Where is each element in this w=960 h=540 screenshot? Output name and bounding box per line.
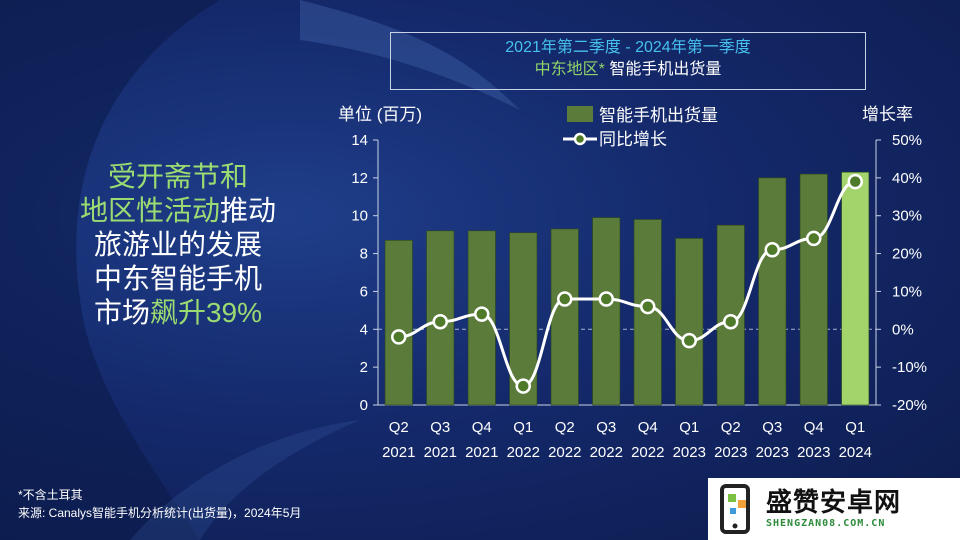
logo-text: 盛赞安卓网 (766, 487, 902, 517)
x-tick-label-quarter: Q4 (638, 419, 658, 436)
x-tick-label-quarter: Q2 (389, 419, 409, 436)
bar (550, 228, 579, 406)
legend-bar-label: 智能手机出货量 (599, 106, 718, 125)
bar (384, 240, 413, 406)
x-tick-label-year: 2021 (424, 444, 457, 461)
growth-point (640, 298, 656, 315)
legend: 智能手机出货量 同比增长 (563, 106, 718, 149)
growth-line (398, 180, 856, 388)
y-left-tick-label: 10 (351, 208, 368, 225)
headline-line-1: 受开斋节和 (107, 161, 248, 192)
headline-line-2: 地区性活动推动 (79, 195, 277, 226)
x-tick-label-year: 2023 (756, 444, 789, 461)
footnote-source: 来源: Canalys智能手机分析统计(出货量)，2024年5月 (18, 506, 302, 520)
y-right-tick-label: 10% (892, 283, 922, 300)
x-tick-label-year: 2022 (590, 444, 623, 461)
headline: 受开斋节和 地区性活动推动 旅游业的发展 中东智能手机 市场飙升39% (28, 160, 328, 330)
logo-url: SHENGZAN08.COM.CN (766, 518, 886, 529)
x-tick-label-year: 2021 (465, 444, 498, 461)
x-tick-label-quarter: Q1 (679, 419, 699, 436)
y-right-tick-label: 0% (892, 321, 914, 338)
y-left-tick-label: 8 (360, 246, 368, 263)
y-left-tick-label: 2 (360, 359, 368, 376)
legend-line-marker (573, 132, 587, 146)
x-tick-label-year: 2023 (797, 444, 830, 461)
bar (758, 177, 787, 406)
chart-title-region: 中东地区* (534, 61, 605, 78)
headline-line-3: 旅游业的发展 (93, 229, 262, 260)
site-logo[interactable]: 盛赞安卓网 SHENGZAN08.COM.CN (708, 478, 960, 540)
headline-line-5: 市场飙升39% (93, 297, 263, 328)
y-left-tick-label: 14 (351, 132, 368, 149)
footnote: *不含土耳其 来源: Canalys智能手机分析统计(出货量)，2024年5月 (18, 486, 301, 522)
x-tick-label-quarter: Q1 (513, 419, 533, 436)
x-tick-label-year: 2022 (548, 444, 581, 461)
x-tick-label-quarter: Q4 (804, 419, 824, 436)
chart-title-metric: 智能手机出货量 (604, 61, 722, 78)
phone-icon (720, 484, 750, 534)
bar (841, 171, 870, 406)
plot-area: 0 2 4 6 8 10 12 14 -20% -10% 0% 10% 20% 30% 40% 50% Q2 20… (351, 132, 927, 461)
growth-point (557, 291, 573, 307)
x-tick-label-year: 2022 (507, 444, 540, 461)
growth-point (847, 173, 863, 190)
y-right-tick-label: -10% (892, 359, 927, 376)
x-tick-label-quarter: Q3 (430, 419, 450, 436)
growth-point (681, 332, 697, 349)
bar (799, 173, 828, 406)
x-tick-label-quarter: Q3 (596, 419, 616, 436)
chart-title-period: 2021年第二季度 - 2024年第一季度 (505, 39, 751, 56)
x-tick-label-quarter: Q2 (555, 419, 575, 436)
x-tick-label-quarter: Q1 (845, 419, 865, 436)
growth-point (432, 313, 448, 330)
x-tick-label-year: 2023 (673, 444, 706, 461)
growth-point (474, 306, 490, 322)
y-right-tick-label: 50% (892, 132, 922, 149)
x-tick-label-year: 2021 (382, 444, 415, 461)
legend-bar-swatch (567, 106, 593, 122)
bar (592, 217, 621, 406)
y-left-tick-label: 12 (351, 170, 368, 187)
y-left-tick-label: 6 (360, 283, 368, 300)
x-tick-label-year: 2022 (631, 444, 664, 461)
y-right-tick-label: 30% (892, 208, 922, 225)
y-axis-right-label: 增长率 (862, 105, 913, 124)
growth-point (515, 378, 531, 394)
x-tick-label-quarter: Q2 (721, 419, 741, 436)
y-right-tick-label: -20% (892, 397, 927, 414)
chart-title-subject: 中东地区* 智能手机出货量 (391, 59, 865, 81)
chart-title-box: 2021年第二季度 - 2024年第一季度 中东地区* 智能手机出货量 (390, 32, 866, 90)
x-tick-label-year: 2024 (839, 444, 872, 461)
y-left-tick-label: 4 (360, 321, 368, 338)
legend-line-label: 同比增长 (599, 130, 667, 149)
growth-point (391, 329, 407, 345)
x-tick-label-quarter: Q4 (472, 419, 492, 436)
growth-point (764, 242, 780, 258)
bar (675, 238, 704, 406)
growth-point (806, 230, 822, 247)
growth-point (723, 313, 739, 330)
y-left-tick-label: 0 (360, 397, 368, 414)
y-right-tick-label: 20% (892, 246, 922, 263)
y-axis-left-label: 单位 (百万) (338, 105, 422, 124)
footnote-exclusion: *不含土耳其 (18, 488, 83, 502)
growth-point (598, 291, 614, 307)
x-tick-label-year: 2023 (714, 444, 747, 461)
x-tick-label-quarter: Q3 (762, 419, 782, 436)
headline-line-4: 中东智能手机 (93, 263, 262, 294)
y-right-tick-label: 40% (892, 170, 922, 187)
